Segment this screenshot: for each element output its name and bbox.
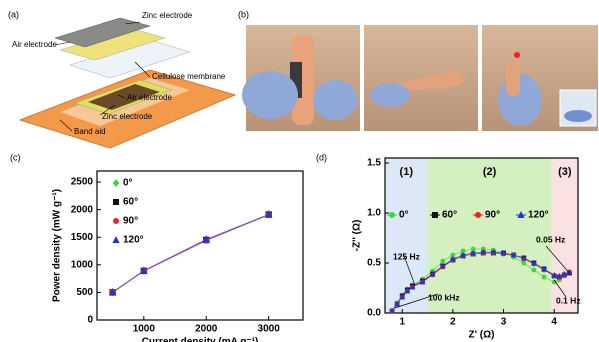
marker — [113, 179, 120, 187]
annotation: 0.1 Hz — [556, 295, 581, 305]
x-axis-label: Current density (mA g⁻¹) — [142, 337, 259, 342]
x-tick-label: 3000 — [258, 324, 281, 335]
x-tick-label: 3 — [501, 317, 507, 328]
y-tick-label: 1.5 — [367, 158, 381, 169]
legend-label: 90° — [123, 216, 138, 227]
marker — [532, 268, 537, 273]
y-tick-label: 0.0 — [367, 308, 381, 319]
x-tick-label: 4 — [551, 317, 557, 328]
region-label: (3) — [558, 166, 572, 178]
legend-label: 0° — [399, 210, 409, 221]
marker — [432, 212, 438, 218]
panel-label: (a) — [8, 9, 19, 19]
annotation: 125 Hz — [393, 251, 420, 261]
diagram-label: Air electrode — [127, 93, 172, 102]
diagram-label: Air electrode — [12, 40, 57, 49]
legend-label: 120° — [528, 210, 549, 221]
y-tick-label: 2500 — [71, 177, 94, 188]
annotation: 0.05 Hz — [536, 234, 565, 244]
x-tick-label: 1 — [399, 317, 405, 328]
y-axis-label: -Z'' (Ω) — [352, 220, 363, 252]
marker — [113, 218, 119, 224]
legend-label: 120° — [123, 235, 144, 246]
marker — [112, 236, 119, 243]
y-tick-label: 1000 — [71, 259, 94, 270]
x-tick-label: 2000 — [195, 324, 218, 335]
y-tick-label: 1500 — [71, 232, 94, 243]
panel-label: (b) — [238, 9, 249, 19]
diagram-label: Cellulose membrane — [152, 72, 226, 81]
diagram-label: Band aid — [74, 127, 106, 136]
annotation: 100 kHz — [428, 292, 460, 302]
region-label: (1) — [400, 166, 414, 178]
photos — [242, 25, 598, 131]
legend-label: 90° — [485, 210, 500, 221]
y-tick-label: 2000 — [71, 204, 94, 215]
figure: (a) Zinc electrode Air electrode Cellulo… — [0, 0, 599, 342]
y-tick-label: 0 — [87, 315, 93, 326]
marker — [542, 275, 547, 280]
diagram-label: Zinc electrode — [102, 112, 153, 121]
page: (a) Zinc electrode Air electrode Cellulo… — [0, 0, 599, 342]
y-tick-label: 500 — [76, 287, 93, 298]
y-axis-label: Power density (mW g⁻¹) — [52, 189, 63, 302]
marker — [113, 199, 119, 205]
legend-label: 60° — [442, 210, 457, 221]
marker — [475, 212, 481, 218]
diagram — [20, 18, 235, 148]
panel-label: (c) — [10, 152, 21, 162]
x-axis-label: Z' (Ω) — [469, 330, 495, 341]
y-tick-label: 0.5 — [367, 258, 381, 269]
chart-c: 1000 2000 3000 0 500 1000 1500 2000 2500 Current … — [52, 171, 303, 342]
y-tick-label: 1.0 — [367, 208, 381, 219]
legend-label: 0° — [123, 178, 133, 189]
x-tick-label: 1000 — [133, 324, 156, 335]
chart-d: (1) (2) (3) 1 2 3 4 0.0 0.5 1.0 1.5 Z' (Ω) -Z'' (Ω) 0… — [352, 158, 581, 341]
x-tick-label: 2 — [450, 317, 456, 328]
panel-label: (d) — [316, 152, 327, 162]
region — [428, 158, 552, 313]
region-label: (2) — [483, 166, 497, 178]
legend-label: 60° — [123, 197, 138, 208]
marker — [389, 212, 395, 218]
marker — [440, 259, 445, 264]
diagram-label: Zinc electrode — [142, 11, 193, 20]
